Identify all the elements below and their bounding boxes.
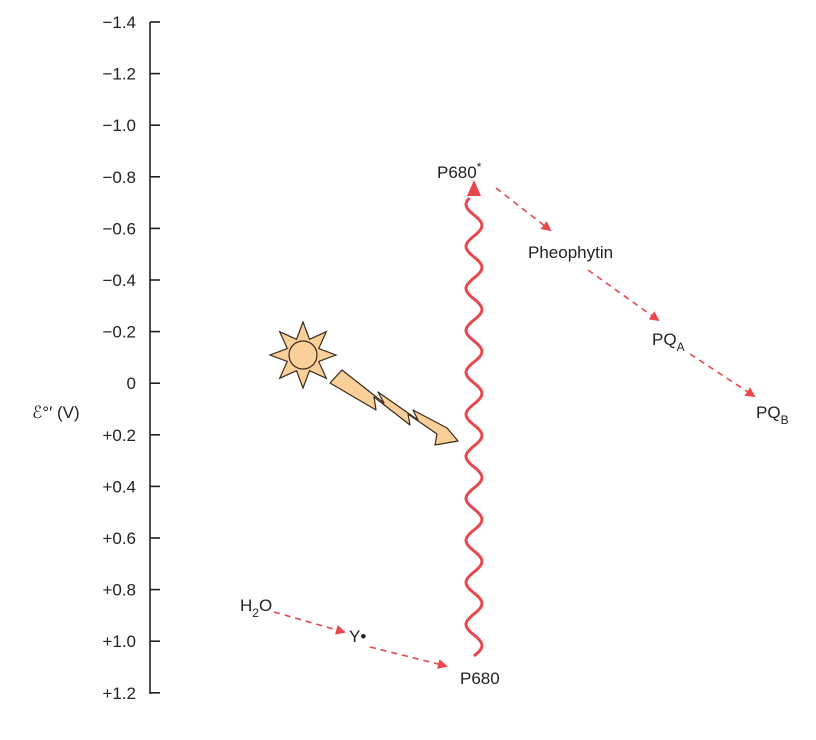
axis-tick-label: −1.0	[102, 116, 136, 135]
label-p680-excited: P680*	[437, 160, 482, 182]
arrow-water-to-y	[273, 611, 346, 635]
arrow-pqa-to-pqb	[689, 353, 756, 398]
axis-tick-label: −0.8	[102, 168, 136, 187]
label-y-radical: Y•	[349, 627, 366, 646]
arrow-y-to-p680	[369, 646, 448, 669]
axis-tick-label: +0.2	[102, 426, 136, 445]
label-water: H2O	[240, 596, 272, 620]
axis-tick-label: +0.6	[102, 529, 136, 548]
axis-tick-label: +0.4	[102, 477, 136, 496]
lightning-bolt-icon	[329, 369, 459, 446]
label-pqa: PQA	[652, 330, 685, 354]
label-pheophytin: Pheophytin	[528, 243, 613, 262]
axis-tick-label: −1.2	[102, 65, 136, 84]
potential-axis: −1.4 −1.2 −1.0 −0.8 −0.6 −0.4 −0.2 0 +0.2 +0.4 +0.…	[102, 13, 160, 703]
axis-tick-label: −0.2	[102, 323, 136, 342]
axis-tick-label: −0.6	[102, 219, 136, 238]
axis-tick-label: −1.4	[102, 13, 136, 32]
excitation-wave-arrow	[464, 196, 484, 658]
arrow-p680star-to-pheophytin	[495, 187, 552, 232]
label-p680-ground: P680	[460, 669, 500, 688]
axis-tick-label: +1.2	[102, 684, 136, 703]
sun-icon	[268, 320, 338, 390]
arrow-pheophytin-to-pqa	[587, 269, 660, 322]
label-pqb: PQB	[756, 403, 789, 427]
axis-tick-label: −0.4	[102, 271, 136, 290]
axis-title: ℰ°′ (V)	[32, 403, 80, 422]
axis-tick-label: +1.0	[102, 632, 136, 651]
electron-transfer-arrows	[273, 187, 756, 669]
axis-tick-label: +0.8	[102, 581, 136, 600]
axis-tick-label: 0	[127, 374, 136, 393]
excitation-arrowhead	[467, 180, 481, 196]
